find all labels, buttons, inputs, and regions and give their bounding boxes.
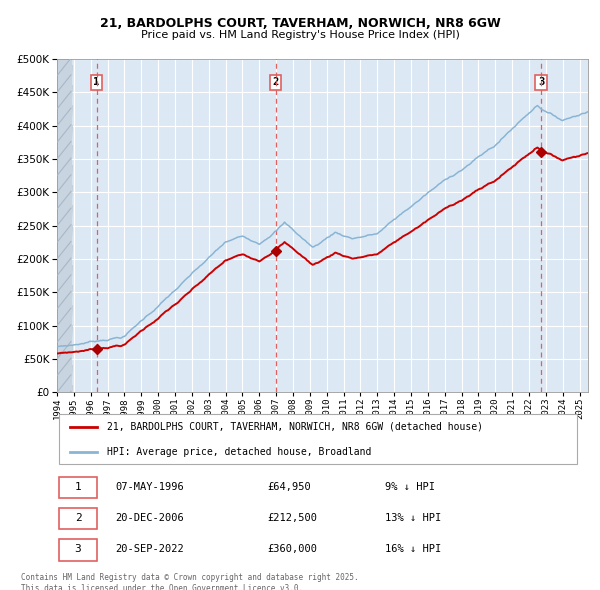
Text: £64,950: £64,950 [268, 481, 311, 491]
Text: £212,500: £212,500 [268, 513, 317, 523]
Text: 21, BARDOLPHS COURT, TAVERHAM, NORWICH, NR8 6GW (detached house): 21, BARDOLPHS COURT, TAVERHAM, NORWICH, … [107, 422, 484, 432]
Text: 3: 3 [538, 77, 544, 87]
Text: 2: 2 [74, 513, 82, 523]
Text: 20-DEC-2006: 20-DEC-2006 [115, 513, 184, 523]
Text: 21, BARDOLPHS COURT, TAVERHAM, NORWICH, NR8 6GW: 21, BARDOLPHS COURT, TAVERHAM, NORWICH, … [100, 17, 500, 30]
FancyBboxPatch shape [59, 414, 577, 464]
FancyBboxPatch shape [59, 539, 97, 560]
Text: 07-MAY-1996: 07-MAY-1996 [115, 481, 184, 491]
Text: HPI: Average price, detached house, Broadland: HPI: Average price, detached house, Broa… [107, 447, 372, 457]
FancyBboxPatch shape [59, 477, 97, 498]
Text: 9% ↓ HPI: 9% ↓ HPI [385, 481, 435, 491]
Text: Contains HM Land Registry data © Crown copyright and database right 2025.
This d: Contains HM Land Registry data © Crown c… [21, 573, 359, 590]
Text: 16% ↓ HPI: 16% ↓ HPI [385, 544, 442, 554]
Text: 2: 2 [272, 77, 279, 87]
Text: 3: 3 [74, 544, 82, 554]
FancyBboxPatch shape [59, 508, 97, 529]
Text: 1: 1 [94, 77, 100, 87]
Text: £360,000: £360,000 [268, 544, 317, 554]
Text: Price paid vs. HM Land Registry's House Price Index (HPI): Price paid vs. HM Land Registry's House … [140, 30, 460, 40]
Text: 20-SEP-2022: 20-SEP-2022 [115, 544, 184, 554]
Text: 13% ↓ HPI: 13% ↓ HPI [385, 513, 442, 523]
Polygon shape [57, 59, 72, 392]
Text: 1: 1 [74, 481, 82, 491]
